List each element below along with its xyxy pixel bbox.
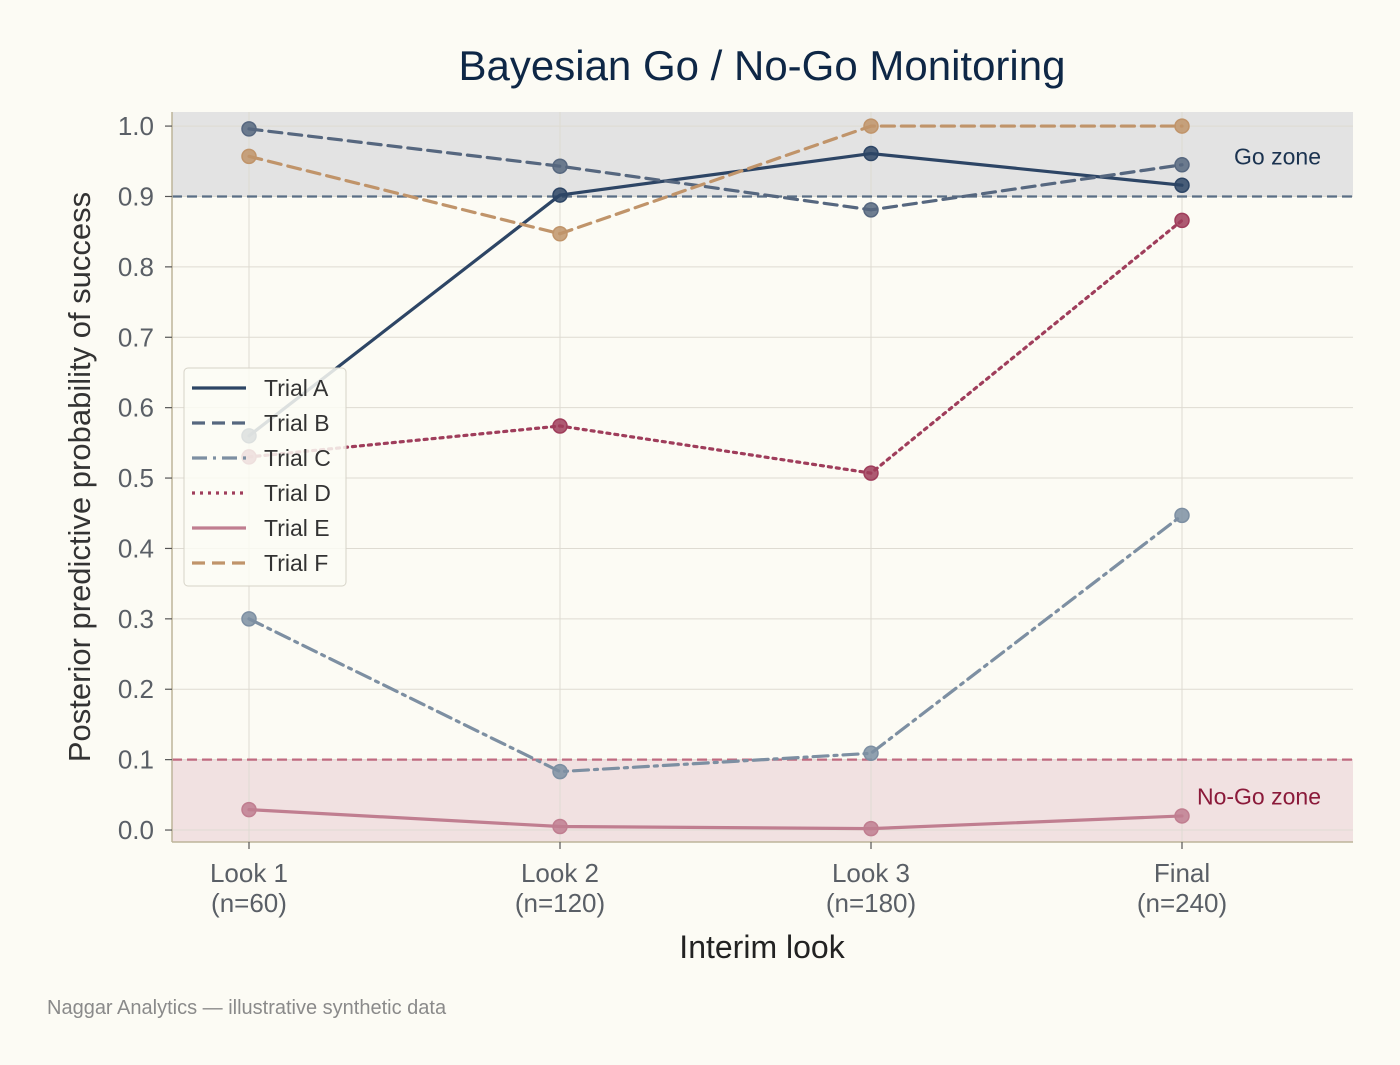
go-zone-label: Go zone (1234, 143, 1321, 169)
series-line-trial-a (247, 151, 1184, 438)
legend-label-trial-f: Trial F (264, 550, 328, 576)
legend-label-trial-d: Trial D (264, 480, 331, 506)
series-line-trial-b (247, 127, 1184, 212)
data-point (1174, 212, 1190, 229)
data-point (863, 118, 879, 134)
series-trial-c (241, 507, 1190, 780)
data-point (552, 226, 568, 242)
y-tick-label: 0.7 (118, 322, 154, 352)
data-point (863, 820, 879, 837)
data-point (863, 745, 879, 762)
series-trial-e (241, 801, 1190, 837)
series-trial-b (241, 121, 1190, 218)
y-tick-label: 0.1 (118, 745, 154, 775)
data-point (552, 418, 568, 434)
data-point (552, 158, 568, 174)
y-tick-label: 0.6 (118, 393, 154, 423)
y-tick-label: 0.2 (118, 674, 154, 704)
legend-label-trial-c: Trial C (264, 445, 331, 471)
data-point (863, 145, 879, 162)
legend-label-trial-e: Trial E (264, 515, 330, 541)
data-point (552, 763, 568, 780)
legend-label-trial-a: Trial A (264, 375, 329, 401)
y-tick-label: 0.8 (118, 252, 154, 282)
y-tick-label: 1.0 (118, 111, 154, 141)
data-point (552, 818, 568, 835)
data-point (863, 465, 879, 481)
y-axis-label: Posterior predictive probability of succ… (62, 192, 97, 762)
x-tick-label: Final (n=240) (1137, 858, 1227, 918)
series-line-trial-d (247, 218, 1184, 475)
data-point (863, 202, 879, 218)
x-axis-label: Interim look (679, 929, 845, 965)
x-tick-label: Look 3 (n=180) (826, 858, 916, 918)
data-point (1174, 808, 1190, 824)
y-tick-label: 0.3 (118, 604, 154, 634)
data-point (552, 187, 568, 203)
y-tick-label: 0.0 (118, 815, 154, 845)
data-point (241, 611, 257, 627)
legend: Trial A Trial B Trial C Trial D Trial E Trial… (183, 367, 347, 587)
series-line-trial-c (247, 513, 1184, 774)
data-point (1174, 118, 1190, 134)
y-tick-label: 0.5 (118, 463, 154, 493)
data-point (1174, 507, 1190, 524)
data-point (241, 148, 257, 165)
series-line-trial-e (247, 808, 1184, 831)
legend-label-trial-b: Trial B (264, 410, 330, 436)
data-point (1174, 157, 1190, 173)
series-line-trial-f (247, 124, 1184, 236)
series-trial-d (241, 212, 1190, 481)
data-point (1174, 177, 1190, 193)
chart-title: Bayesian Go / No-Go Monitoring (459, 42, 1066, 89)
data-point (241, 121, 257, 137)
data-point (241, 801, 257, 818)
footer-note: Naggar Analytics — illustrative syntheti… (47, 997, 447, 1019)
y-tick-label: 0.4 (118, 533, 154, 563)
x-tick-label: Look 1 (n=60) (210, 858, 288, 918)
series-trial-f (241, 118, 1190, 242)
no-go-zone-label: No-Go zone (1197, 784, 1321, 810)
plot-area: Go zone No-Go zone 0.0 0.1 0.2 0.3 0.4 0.5 0.6 0.… (118, 111, 1353, 918)
y-tick-label: 0.9 (118, 181, 154, 211)
x-tick-label: Look 2 (n=120) (515, 858, 605, 918)
